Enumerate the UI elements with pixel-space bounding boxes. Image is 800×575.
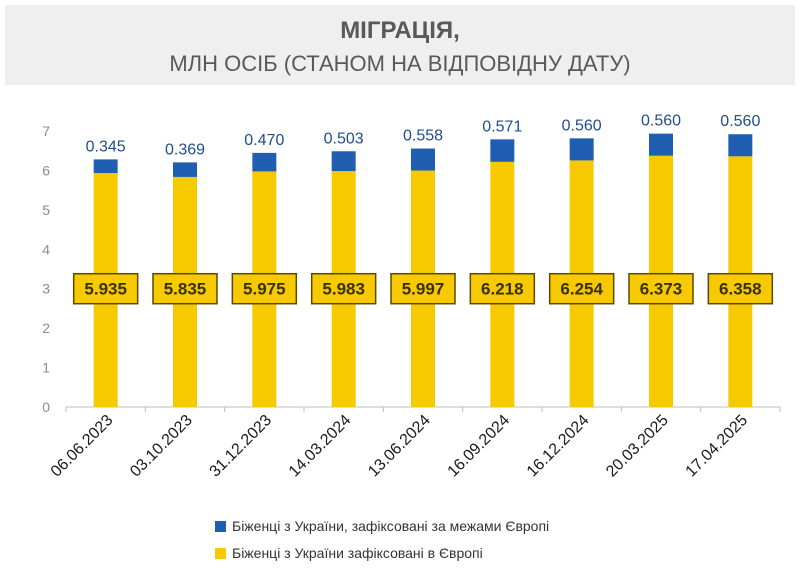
data-label-europe: 6.254 <box>560 280 603 299</box>
data-label-europe: 6.218 <box>481 280 524 299</box>
data-label-europe: 6.358 <box>719 280 762 299</box>
legend-swatch-outside-europe <box>215 520 226 532</box>
chart-title: МІГРАЦІЯ, <box>340 17 460 44</box>
legend-item-outside-europe: Біженці з України, зафіксовані за межами… <box>215 518 549 534</box>
data-label-outside-europe: 0.571 <box>482 118 522 135</box>
data-label-box-europe <box>548 272 615 305</box>
data-label-outside-europe: 0.345 <box>86 138 126 155</box>
data-label-europe: 5.935 <box>84 280 127 299</box>
data-label-outside-europe: 0.560 <box>562 117 602 134</box>
x-tick-label: 03.10.2023 <box>127 412 196 481</box>
bar-outside-europe <box>93 159 118 173</box>
title-box: МІГРАЦІЯ, МЛН ОСІБ (СТАНОМ НА ВІДПОВІДНУ… <box>5 5 795 85</box>
data-label-europe: 5.997 <box>402 280 445 299</box>
x-tick-label: 14.03.2024 <box>286 412 355 481</box>
y-tick-label: 3 <box>42 281 50 297</box>
data-label-outside-europe: 0.560 <box>720 113 760 130</box>
data-label-box-europe <box>152 272 218 305</box>
chart-subtitle: МЛН ОСІБ (СТАНОМ НА ВІДПОВІДНУ ДАТУ) <box>169 51 631 76</box>
data-label-box-europe <box>310 272 377 305</box>
x-tick-label: 13.06.2024 <box>365 412 434 481</box>
bar-outside-europe <box>569 138 594 161</box>
y-tick-label: 6 <box>42 162 50 178</box>
data-label-outside-europe: 0.369 <box>165 141 205 158</box>
data-label-box-europe <box>231 272 298 305</box>
y-tick-label: 1 <box>42 360 50 376</box>
data-label-europe: 6.373 <box>640 280 683 299</box>
y-tick-label: 0 <box>42 399 50 415</box>
bar-outside-europe <box>331 151 356 172</box>
stacked-bar-chart: 0 1 2 3 4 5 6 7 0.345 5.935 06.06.2023 0.369 5.835 03… <box>42 113 781 481</box>
x-tick-label: 17.04.2025 <box>683 412 752 481</box>
legend-item-europe: Біженці з України зафіксовані в Європі <box>215 545 483 561</box>
y-tick-label: 4 <box>42 241 50 257</box>
data-label-box-europe <box>469 272 536 305</box>
x-tick-label: 20.03.2025 <box>603 412 672 481</box>
legend-label-europe: Біженці з України зафіксовані в Європі <box>232 545 483 561</box>
bar-outside-europe <box>252 152 277 172</box>
bar-outside-europe <box>728 134 753 157</box>
bar-outside-europe <box>173 162 197 177</box>
data-label-outside-europe: 0.470 <box>244 132 284 149</box>
bar-outside-europe <box>490 139 515 162</box>
data-label-europe: 5.835 <box>164 280 207 299</box>
data-label-box-europe <box>628 272 694 305</box>
y-tick-label: 5 <box>42 202 50 218</box>
data-label-box-europe <box>72 272 139 305</box>
legend-label-outside-europe: Біженці з України, зафіксовані за межами… <box>232 518 550 534</box>
data-label-box-europe <box>390 272 456 305</box>
legend-swatch-europe <box>215 547 226 559</box>
data-label-outside-europe: 0.558 <box>403 128 443 145</box>
x-tick-label: 31.12.2023 <box>207 412 276 481</box>
data-label-box-europe <box>707 272 774 305</box>
data-label-outside-europe: 0.503 <box>324 130 364 147</box>
x-tick-label: 16.12.2024 <box>524 412 593 481</box>
x-tick-label: 16.09.2024 <box>445 412 514 481</box>
data-label-outside-europe: 0.560 <box>641 113 681 130</box>
bar-outside-europe <box>411 148 435 171</box>
y-tick-label: 7 <box>42 123 50 139</box>
bar-outside-europe <box>649 133 673 156</box>
data-label-europe: 5.975 <box>243 280 286 299</box>
data-label-europe: 5.983 <box>322 280 365 299</box>
x-tick-label: 06.06.2023 <box>48 412 117 481</box>
y-tick-label: 2 <box>42 320 50 336</box>
